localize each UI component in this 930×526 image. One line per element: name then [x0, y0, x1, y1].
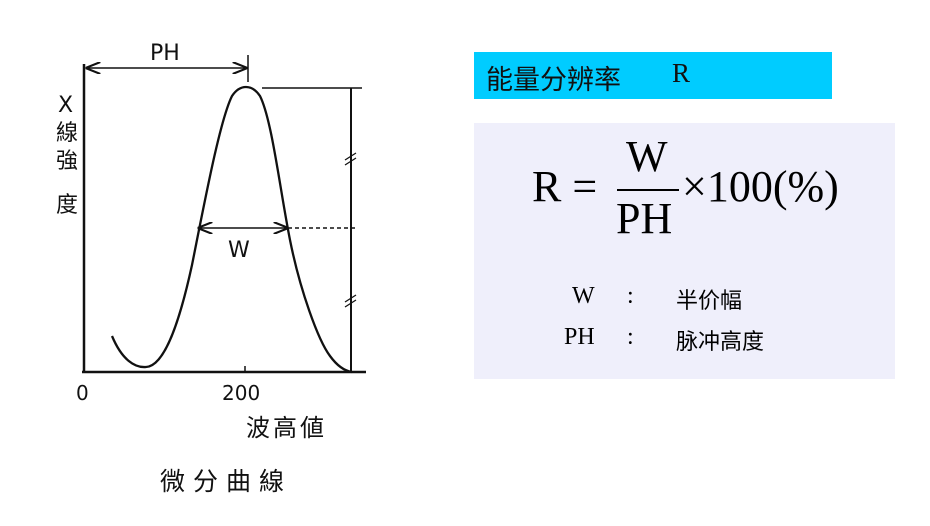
legend-meaning-w: 半价幅 — [676, 289, 743, 314]
formula-lhs: R = — [532, 162, 598, 211]
y-axis-label-3: 度 — [56, 193, 78, 218]
formula-numerator: W — [626, 132, 668, 181]
fraction-bar — [617, 189, 679, 191]
legend-meaning-ph: 脉冲高度 — [676, 330, 765, 355]
ph-label: PH — [150, 41, 180, 66]
header-symbol: R — [672, 58, 691, 88]
y-axis-label-0: X — [58, 93, 73, 118]
legend-sep-ph: : — [627, 324, 634, 350]
formula-denominator: PH — [616, 194, 673, 243]
break-mark — [344, 152, 357, 308]
peak-curve — [110, 85, 353, 374]
legend-symbol-w: W — [572, 283, 595, 309]
x-tick-label-0: 0 — [76, 381, 89, 405]
x-axis-label: 波高値 — [246, 414, 327, 442]
w-label: W — [228, 238, 250, 263]
differential-curve-diagram: PH W X 線 強 度 0 200 波高値 微分曲線 — [56, 41, 366, 496]
header-banner: 能量分辨率 R — [474, 52, 832, 99]
y-axis-label-1: 線 — [56, 121, 78, 146]
y-axis-label-2: 強 — [56, 149, 78, 174]
x-tick-label-200: 200 — [222, 381, 260, 405]
formula-panel: R = W PH ×100(%) W : 半价幅 PH : 脉冲高度 — [474, 123, 895, 379]
legend-symbol-ph: PH — [564, 324, 595, 350]
header-title: 能量分辨率 — [486, 65, 621, 96]
diagram-caption: 微分曲線 — [160, 467, 292, 496]
legend-sep-w: : — [627, 283, 634, 309]
formula-multiplier: ×100(%) — [682, 162, 839, 211]
